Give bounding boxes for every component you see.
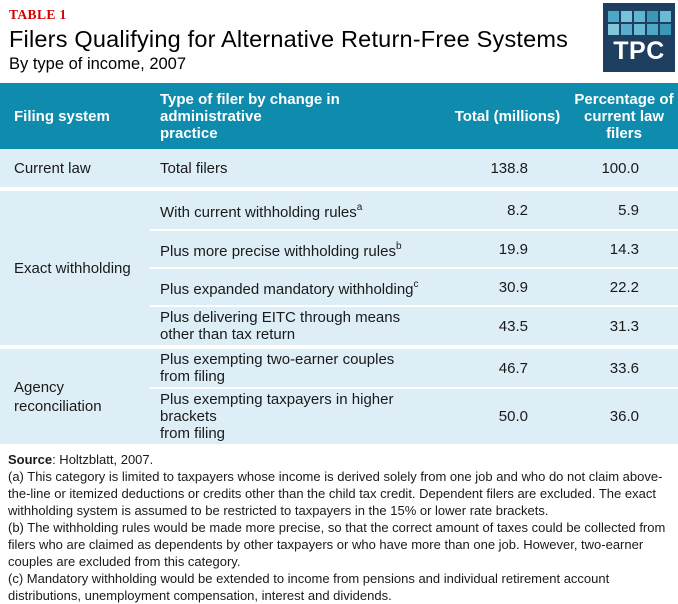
filing-system-cell: Current law (14, 159, 91, 177)
footnote-marker: a (356, 201, 363, 213)
filing-system-cell: Agency reconciliation (14, 378, 102, 415)
filer-cell: With current withholding rulesa (160, 201, 363, 221)
column-header-filing-system: Filing system (14, 107, 110, 125)
filer-cell: Total filers (160, 159, 228, 177)
logo-square (633, 24, 645, 35)
table-label: TABLE 1 (9, 7, 67, 22)
logo-square (659, 11, 671, 22)
tpc-logo-grid (607, 11, 671, 35)
footnote-marker: c (413, 278, 419, 290)
pct-cell: 14.3 (609, 240, 639, 258)
table-group: Exact withholding With current withholdin… (0, 187, 678, 345)
filer-cell: Plus exempting taxpayers in higher brack… (160, 391, 394, 442)
logo-square (633, 11, 645, 22)
logo-square (607, 11, 619, 22)
table-row: Plus exempting two-earner couples from f… (150, 349, 678, 387)
footnote-b: (b) The withholding rules would be made … (8, 520, 666, 569)
column-header-total: Total (millions) (454, 107, 561, 125)
pct-cell: 36.0 (609, 408, 639, 425)
table-row: Plus exempting taxpayers in higher brack… (150, 387, 678, 444)
filer-cell: Plus exempting two-earner couples from f… (160, 351, 395, 385)
source-text: : Holtzblatt, 2007. (52, 452, 154, 467)
table-row: Plus more precise withholding rulesb 19.9… (150, 229, 678, 267)
pct-cell: 5.9 (618, 201, 639, 219)
logo-square (646, 24, 658, 35)
logo-square (620, 11, 632, 22)
filing-system-cell: Exact withholding (14, 259, 131, 277)
table-body: Current law Total filers 138.8 100.0 Exact w… (0, 149, 678, 444)
source-label: Source (8, 452, 53, 467)
footnote-marker: b (395, 240, 402, 252)
table-row: With current withholding rulesa 8.2 5.9 (150, 191, 678, 229)
page-title: Filers Qualifying for Alternative Return… (9, 26, 569, 52)
total-cell: 138.8 (490, 159, 528, 177)
page-header: TABLE 1 Filers Qualifying for Alternativ… (0, 0, 678, 83)
source-line: Source: Holtzblatt, 2007. (8, 451, 670, 468)
pct-cell: 22.2 (609, 278, 639, 296)
total-cell: 43.5 (498, 317, 528, 335)
total-cell: 46.7 (498, 359, 528, 377)
table-row: Plus delivering EITC through means other… (150, 305, 678, 345)
logo-square (646, 11, 658, 22)
logo-square (607, 24, 619, 35)
pct-cell: 33.6 (609, 359, 639, 377)
total-cell: 19.9 (498, 240, 528, 258)
total-cell: 30.9 (498, 278, 528, 296)
page-subtitle: By type of income, 2007 (9, 55, 187, 73)
table-row: Total filers 138.8 100.0 (150, 149, 678, 187)
column-header-filer-type: Type of filer by change in administrativ… (160, 90, 340, 142)
filer-cell: Plus delivering EITC through means other… (160, 309, 401, 343)
footnote-c: (c) Mandatory withholding would be exten… (8, 571, 610, 603)
column-header-percentage: Percentage of current law filers (574, 90, 674, 142)
table-group: Current law Total filers 138.8 100.0 (0, 149, 678, 187)
logo-square (620, 24, 632, 35)
total-cell: 8.2 (507, 201, 528, 219)
total-cell: 50.0 (498, 408, 528, 425)
filer-cell: Plus expanded mandatory withholdingc (160, 278, 419, 298)
table-group: Agency reconciliation Plus exempting two-… (0, 345, 678, 444)
tpc-logo-text: TPC (613, 37, 665, 65)
table-row: Plus expanded mandatory withholdingc 30.9… (150, 267, 678, 305)
logo-square (659, 24, 671, 35)
table-header-row: Filing system Type of filer by change in… (0, 83, 678, 149)
footnote-a: (a) This category is limited to taxpayer… (8, 469, 663, 518)
footnotes: Source: Holtzblatt, 2007. (a) This categ… (0, 444, 678, 604)
data-table: Filing system Type of filer by change in… (0, 83, 678, 444)
pct-cell: 100.0 (601, 159, 639, 177)
tpc-logo: TPC (603, 3, 675, 72)
pct-cell: 31.3 (609, 317, 639, 335)
filer-cell: Plus more precise withholding rulesb (160, 240, 402, 260)
